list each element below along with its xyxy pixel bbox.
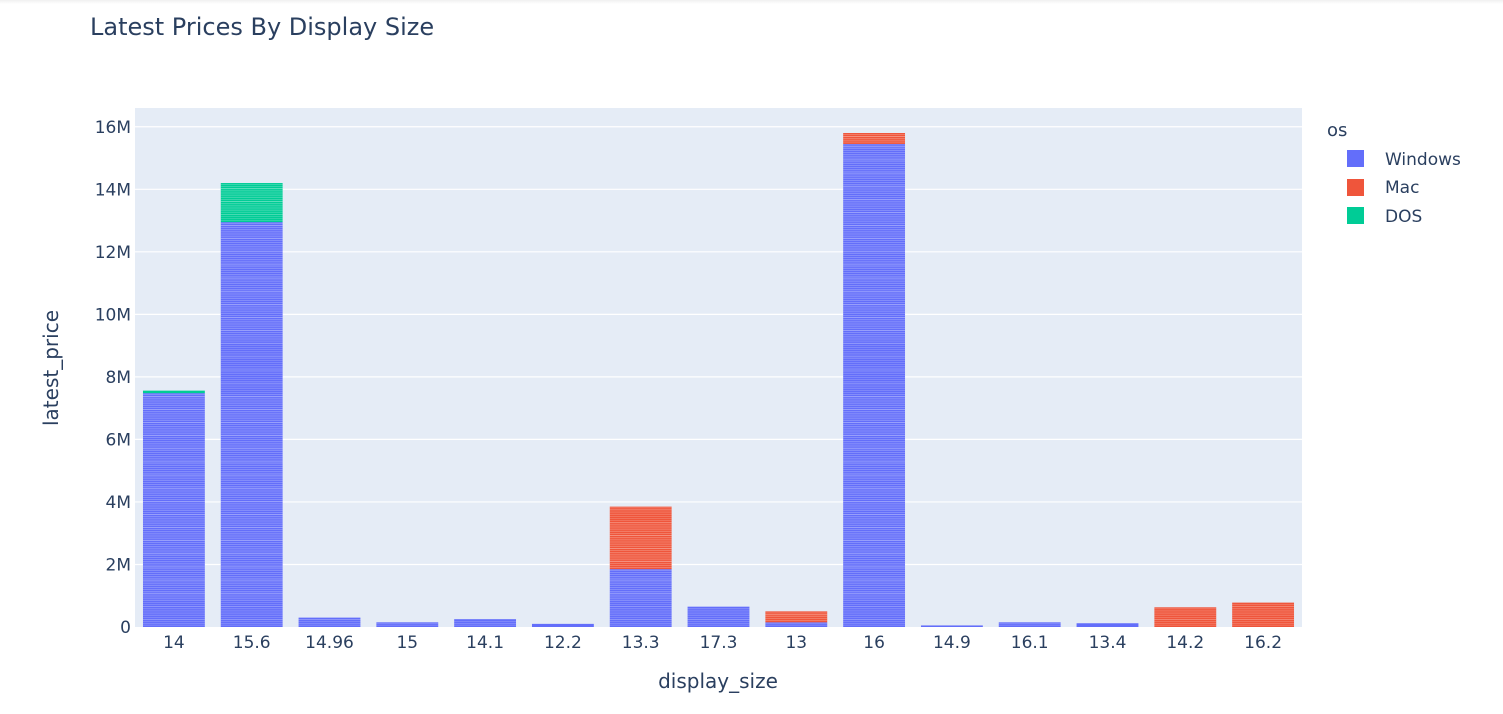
x-axis-ticks: 14 15.6 14.96 15 14.1 12.2 13.3 17.3 13 16 14.9 16.…	[163, 633, 1282, 653]
legend-label-dos: DOS	[1385, 207, 1422, 227]
y-tick-label: 8M	[106, 368, 131, 388]
bar-windows-14.9[interactable]	[920, 625, 983, 627]
y-tick-label: 0	[120, 618, 131, 638]
x-axis-title: display_size	[658, 669, 778, 693]
bar-segment	[998, 622, 1061, 627]
bar-windows-13[interactable]	[765, 622, 828, 627]
bar-windows-14.96[interactable]	[298, 617, 361, 627]
bars	[142, 133, 1295, 627]
chart-title: Latest Prices By Display Size	[90, 13, 434, 41]
legend-swatch-mac	[1347, 179, 1364, 196]
bar-dos-15.6[interactable]	[220, 183, 283, 223]
x-tick-label: 16	[863, 633, 885, 653]
legend-swatch-windows	[1347, 150, 1364, 167]
y-tick-label: 14M	[95, 180, 131, 200]
bar-dos-14[interactable]	[142, 390, 205, 394]
x-tick-label: 16.1	[1011, 633, 1049, 653]
bar-segment	[142, 393, 205, 627]
bar-segment	[1076, 623, 1139, 627]
x-tick-label: 12.2	[544, 633, 582, 653]
bar-windows-14.1[interactable]	[454, 619, 517, 627]
bar-mac-16.2[interactable]	[1232, 602, 1295, 627]
bar-segment	[765, 611, 828, 623]
bar-segment	[609, 506, 672, 570]
bar-mac-13[interactable]	[765, 611, 828, 623]
x-tick-label: 13	[785, 633, 807, 653]
bar-segment	[687, 606, 750, 627]
y-tick-label: 2M	[106, 555, 131, 575]
bar-mac-14.2[interactable]	[1154, 607, 1217, 627]
bar-windows-15.6[interactable]	[220, 222, 283, 627]
bar-windows-12.2[interactable]	[531, 623, 594, 627]
bar-mac-16[interactable]	[843, 133, 906, 144]
x-tick-label: 15.6	[233, 633, 271, 653]
bar-windows-13.4[interactable]	[1076, 623, 1139, 627]
bar-mac-13.3[interactable]	[609, 506, 672, 570]
legend: os Windows Mac DOS	[1327, 120, 1461, 227]
bar-segment	[220, 183, 283, 223]
bar-segment	[531, 623, 594, 627]
legend-title: os	[1327, 120, 1347, 141]
legend-item-windows[interactable]: Windows	[1347, 150, 1461, 170]
bar-windows-13.3[interactable]	[609, 569, 672, 627]
plot-area	[135, 108, 1302, 627]
bar-segment	[220, 222, 283, 627]
bar-windows-14[interactable]	[142, 393, 205, 627]
x-tick-label: 14.1	[466, 633, 504, 653]
bar-segment	[765, 622, 828, 627]
bar-segment	[609, 569, 672, 627]
bar-windows-17.3[interactable]	[687, 606, 750, 627]
bar-segment	[454, 619, 517, 627]
y-tick-label: 12M	[95, 243, 131, 263]
x-tick-label: 17.3	[700, 633, 738, 653]
bar-windows-16.1[interactable]	[998, 622, 1061, 627]
bar-segment	[1232, 602, 1295, 627]
legend-item-dos[interactable]: DOS	[1347, 207, 1422, 227]
x-tick-label: 13.3	[622, 633, 660, 653]
bar-segment	[920, 625, 983, 627]
bar-segment	[1154, 607, 1217, 627]
bar-segment	[843, 133, 906, 144]
bar-segment	[298, 617, 361, 627]
legend-item-mac[interactable]: Mac	[1347, 178, 1419, 198]
y-tick-label: 6M	[106, 430, 131, 450]
x-tick-label: 14.2	[1166, 633, 1204, 653]
gridlines	[135, 126, 1302, 566]
x-tick-label: 15	[396, 633, 418, 653]
bar-segment	[376, 622, 439, 627]
legend-label-mac: Mac	[1385, 178, 1419, 198]
y-axis-title: latest_price	[39, 310, 63, 426]
y-tick-label: 10M	[95, 305, 131, 325]
bar-windows-15[interactable]	[376, 622, 439, 627]
y-tick-label: 4M	[106, 493, 131, 513]
x-tick-label: 16.2	[1244, 633, 1282, 653]
x-tick-label: 14.9	[933, 633, 971, 653]
bar-segment	[142, 390, 205, 394]
y-tick-label: 16M	[95, 118, 131, 138]
legend-swatch-dos	[1347, 207, 1364, 224]
x-tick-label: 14	[163, 633, 185, 653]
bar-windows-16[interactable]	[843, 143, 906, 627]
y-axis-ticks: 0 2M 4M 6M 8M 10M 12M 14M 16M	[95, 118, 131, 638]
legend-label-windows: Windows	[1385, 150, 1461, 170]
x-tick-label: 13.4	[1089, 633, 1127, 653]
bar-segment	[843, 143, 906, 627]
top-shadow	[0, 0, 1503, 4]
x-tick-label: 14.96	[305, 633, 354, 653]
